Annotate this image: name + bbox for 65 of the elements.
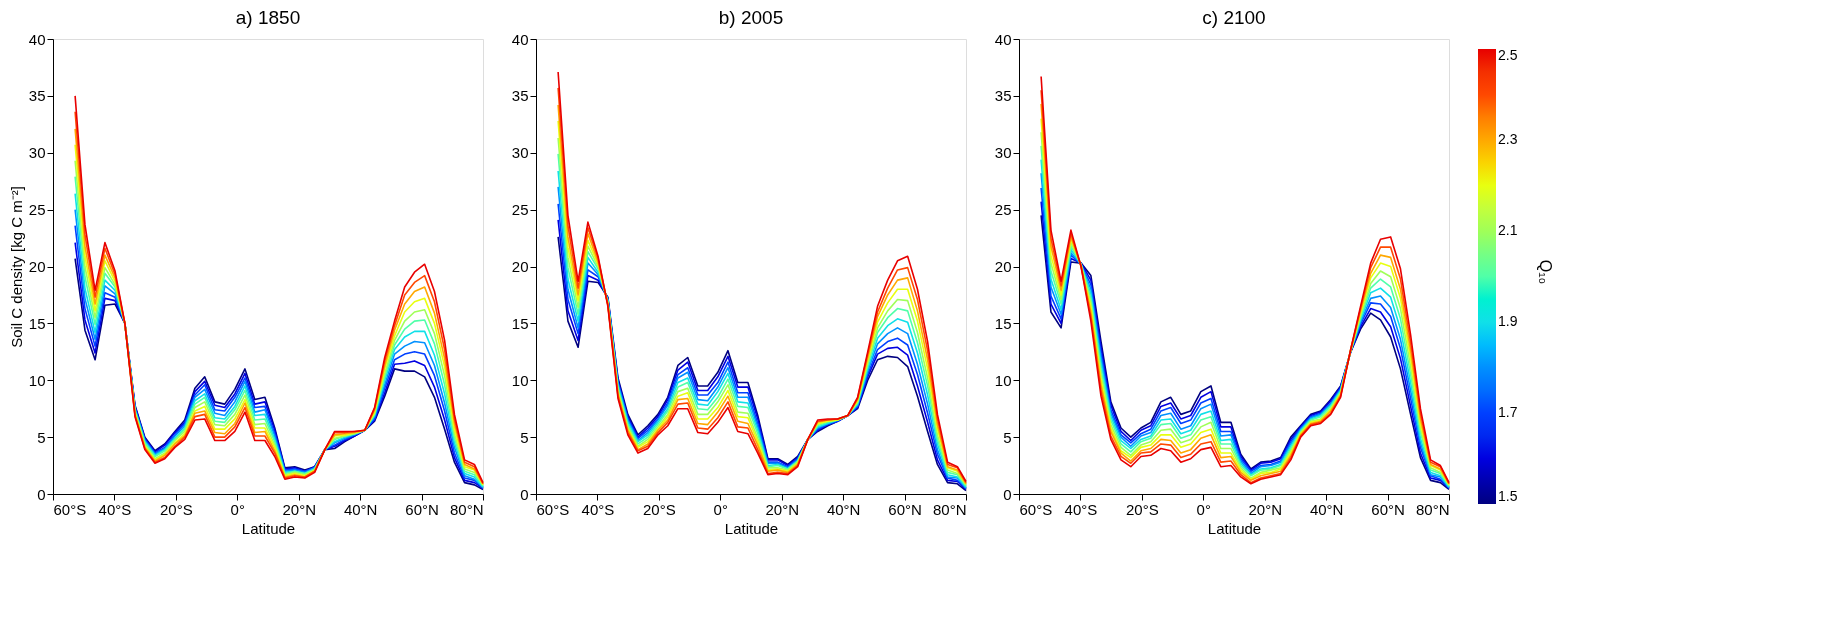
x-tick-label: 40°S bbox=[1064, 500, 1098, 518]
y-tick-label: 10 bbox=[994, 371, 1012, 389]
x-tick-label: 0° bbox=[1196, 500, 1211, 518]
color-bar-label: 2.1 bbox=[1498, 222, 1518, 238]
color-bar-label: 2.5 bbox=[1498, 47, 1518, 63]
y-tick-label: 25 bbox=[511, 201, 529, 219]
y-tick-label: 0 bbox=[1003, 485, 1012, 503]
color-bar-title: Q₁₀ bbox=[1537, 259, 1554, 285]
chart-title: a) 1850 bbox=[235, 7, 301, 28]
y-tick-label: 35 bbox=[511, 87, 529, 105]
x-tick-label: 20°S bbox=[160, 500, 193, 518]
x-tick-label: 20°N bbox=[1248, 500, 1282, 518]
y-tick-label: 15 bbox=[994, 314, 1012, 332]
y-tick-label: 35 bbox=[28, 87, 46, 105]
y-tick-label: 0 bbox=[37, 485, 46, 503]
x-tick-label: 0° bbox=[713, 500, 728, 518]
y-tick-label: 0 bbox=[520, 485, 529, 503]
x-tick-label: 20°S bbox=[1126, 500, 1159, 518]
y-tick-label: 30 bbox=[994, 144, 1012, 162]
x-tick-label: 40°S bbox=[98, 500, 132, 518]
x-tick-label: 60°S bbox=[536, 500, 570, 518]
y-tick-label: 5 bbox=[37, 428, 46, 446]
chart-title: b) 2005 bbox=[718, 7, 784, 28]
y-tick-label: 5 bbox=[520, 428, 529, 446]
y-tick-label: 15 bbox=[511, 314, 529, 332]
y-tick-label: 20 bbox=[28, 258, 46, 275]
x-tick-label: 80°N bbox=[932, 500, 967, 518]
y-tick-label: 5 bbox=[1003, 428, 1012, 446]
x-tick-label: 40°S bbox=[581, 500, 615, 518]
y-tick-label: 20 bbox=[994, 258, 1012, 275]
x-tick-label: 60°S bbox=[53, 500, 87, 518]
y-tick-label: 15 bbox=[28, 314, 46, 332]
y-tick-label: 20 bbox=[511, 258, 529, 275]
y-tick-label: 25 bbox=[28, 201, 46, 219]
y-tick-label: 30 bbox=[511, 144, 529, 162]
chart-title: c) 2100 bbox=[1202, 7, 1266, 28]
x-tick-label: 40°N bbox=[826, 500, 861, 518]
color-bar-label: 1.9 bbox=[1498, 313, 1518, 329]
x-tick-label: 0° bbox=[230, 500, 245, 518]
x-tick-label: 20°N bbox=[282, 500, 316, 518]
y-tick-label: 10 bbox=[511, 371, 529, 389]
y-tick-label: 30 bbox=[28, 144, 46, 162]
color-bar-label: 1.7 bbox=[1498, 404, 1518, 420]
y-tick-label: 35 bbox=[994, 87, 1012, 105]
x-tick-label: 60°N bbox=[888, 500, 922, 518]
x-tick-label: 40°N bbox=[343, 500, 378, 518]
y-tick-label: 40 bbox=[511, 30, 529, 48]
y-tick-label: 40 bbox=[28, 30, 46, 48]
y-axis-title: Soil C density [kg C m⁻²] bbox=[7, 186, 25, 348]
x-axis-title: Latitude bbox=[241, 519, 296, 537]
x-tick-label: 60°S bbox=[1019, 500, 1053, 518]
x-tick-label: 80°N bbox=[1415, 500, 1450, 518]
x-tick-label: 20°N bbox=[765, 500, 799, 518]
y-tick-label: 10 bbox=[28, 371, 46, 389]
color-bar-label: 2.3 bbox=[1498, 131, 1518, 147]
x-tick-label: 80°N bbox=[449, 500, 484, 518]
x-tick-label: 60°N bbox=[405, 500, 439, 518]
y-tick-label: 25 bbox=[994, 201, 1012, 219]
x-tick-label: 60°N bbox=[1371, 500, 1405, 518]
color-bar-label: 1.5 bbox=[1498, 488, 1518, 504]
x-axis-title: Latitude bbox=[724, 519, 779, 537]
x-axis-title: Latitude bbox=[1207, 519, 1262, 537]
x-tick-label: 40°N bbox=[1309, 500, 1344, 518]
x-tick-label: 20°S bbox=[643, 500, 676, 518]
y-tick-label: 40 bbox=[994, 30, 1012, 48]
